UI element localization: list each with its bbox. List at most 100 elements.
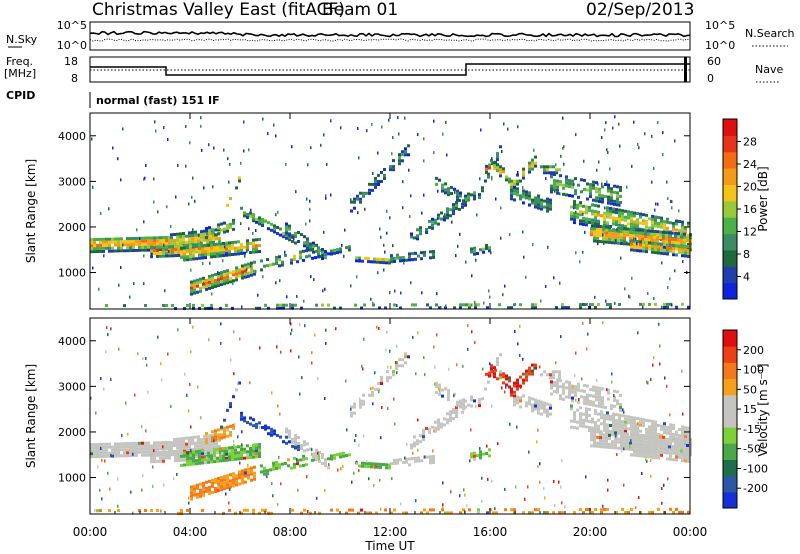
heatmap-cell [219,450,222,454]
heatmap-cell [396,344,398,348]
heatmap-cell [432,250,435,253]
heatmap-cell [281,260,284,264]
heatmap-cell [488,374,491,378]
heatmap-cell [594,204,597,208]
heatmap-cell [219,456,222,460]
heatmap-cell [295,190,297,194]
heatmap-cell [502,381,505,385]
heatmap-cell [601,194,604,198]
heatmap-cell [568,396,571,399]
heatmap-cell [272,461,275,465]
heatmap-cell [114,448,117,452]
heatmap-cell [385,463,388,467]
heatmap-cell [296,260,299,264]
heatmap-cell [153,460,156,464]
heatmap-cell [295,445,297,449]
heatmap-cell [528,450,530,454]
heatmap-cell [105,350,107,354]
heatmap-cell [162,251,165,255]
heatmap-cell [598,199,601,203]
heatmap-cell [525,190,528,194]
heatmap-cell [453,306,456,310]
heatmap-cell [223,478,226,482]
heatmap-cell [553,390,556,394]
heatmap-cell [355,256,358,260]
heatmap-cell [374,182,377,186]
heatmap-cell [623,441,626,445]
heatmap-cell [404,116,406,120]
heatmap-cell [159,456,162,460]
heatmap-cell [156,251,159,255]
heatmap-cell [660,248,663,252]
heatmap-cell [650,474,652,478]
heatmap-cell [423,253,426,257]
heatmap-cell [232,426,235,430]
heatmap-cell [302,457,305,461]
heatmap-cell [641,445,644,449]
heatmap-cell [144,245,147,249]
heatmap-cell [380,507,382,511]
heatmap-cell [604,128,606,132]
heatmap-cell [669,438,672,442]
heatmap-cell [153,236,156,240]
heatmap-cell [228,501,230,505]
heatmap-cell [374,176,377,180]
heatmap-cell [560,335,562,339]
heatmap-cell [223,481,226,485]
heatmap-cell [168,245,171,249]
y-tick-label: 4000 [58,335,86,348]
heatmap-cell [205,227,208,230]
heatmap-cell [571,182,574,186]
heatmap-cell [258,442,261,446]
heatmap-cell [626,432,629,436]
heatmap-cell [202,279,205,283]
heatmap-cell [602,321,604,325]
heatmap-cell [321,251,324,254]
heatmap-cell [647,232,650,236]
heatmap-cell [376,257,379,261]
heatmap-cell [651,446,654,450]
heatmap-cell [212,237,215,241]
heatmap-cell [391,477,393,481]
heatmap-cell [392,159,395,163]
heatmap-cell [668,237,671,241]
heatmap-cell [624,218,627,222]
heatmap-cell [608,433,611,437]
heatmap-cell [651,419,654,423]
heatmap-cell [537,408,540,412]
heatmap-cell [513,403,516,407]
heatmap-cell [470,193,473,197]
heatmap-cell [609,303,612,306]
heatmap-cell [471,303,473,307]
heatmap-cell [579,406,582,410]
heatmap-cell [619,403,622,406]
heatmap-cell [201,451,204,455]
heatmap-cell [496,360,499,364]
heatmap-cell [317,377,319,381]
heatmap-cell [173,233,176,236]
heatmap-cell [108,240,111,244]
heatmap-cell [160,362,162,366]
heatmap-cell [654,208,656,212]
heatmap-cell [556,378,559,382]
heatmap-cell [543,168,546,172]
heatmap-cell [586,182,589,186]
heatmap-cell [228,446,231,450]
heatmap-cell [611,241,614,245]
heatmap-cell [348,508,351,512]
heatmap-cell [348,248,351,252]
heatmap-cell [393,397,395,401]
heatmap-cell [592,180,595,184]
heatmap-cell [485,170,488,174]
heatmap-cell [171,450,174,454]
heatmap-cell [129,448,132,452]
heatmap-cell [459,303,462,307]
heatmap-cell [235,477,238,481]
heatmap-cell [93,247,96,251]
heatmap-cell [684,456,687,460]
heatmap-cell [346,428,348,432]
heatmap-cell [358,156,360,160]
colorbar-swatch [723,200,737,218]
heatmap-cell [608,225,611,229]
heatmap-cell [235,269,238,273]
